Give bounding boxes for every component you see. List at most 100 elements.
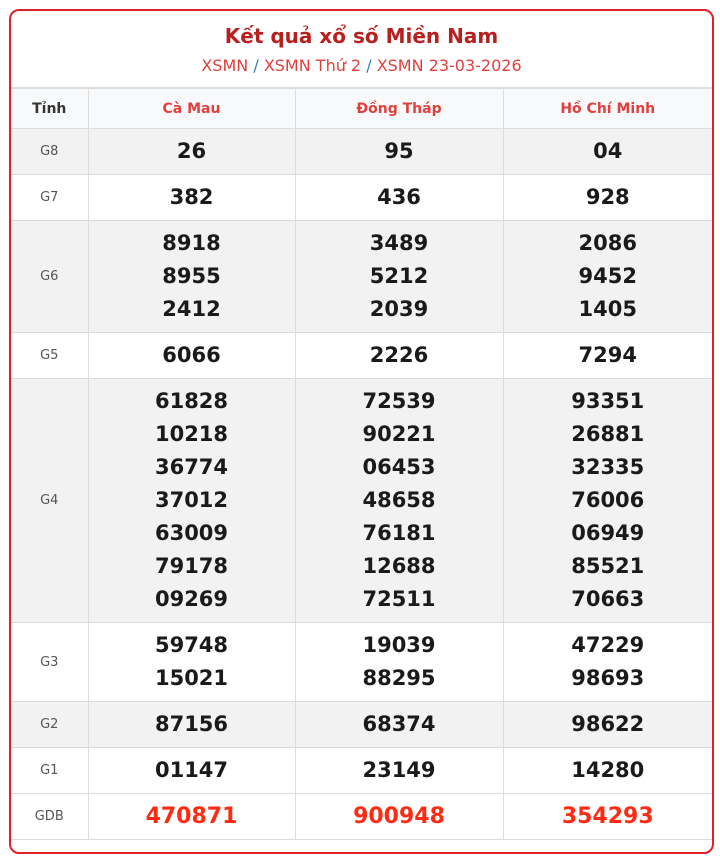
result-cell: 23149	[294, 747, 504, 794]
prize-number: 48658	[362, 488, 436, 512]
result-cell: 26	[87, 128, 296, 175]
result-cell: 95	[294, 128, 504, 175]
breadcrumb-link-xsmn[interactable]: XSMN	[201, 56, 249, 75]
prize-number: 26881	[571, 422, 645, 446]
prize-number: 2086	[578, 231, 637, 255]
prize-number: 2226	[369, 343, 429, 367]
prize-label: G8	[11, 128, 89, 175]
prize-number: 7294	[578, 343, 637, 367]
column-header-dong-thap[interactable]: Đồng Tháp	[294, 88, 504, 129]
breadcrumb: XSMN / XSMN Thứ 2 / XSMN 23-03-2026	[11, 56, 712, 75]
result-cell: 87156	[87, 701, 296, 748]
prize-label: G2	[11, 701, 89, 748]
result-cell: 7294	[502, 332, 712, 379]
prize-number: 98622	[571, 712, 645, 736]
prize-label: G5	[11, 332, 89, 379]
column-header-province: Tỉnh	[11, 88, 89, 129]
prize-row-g4: G4 61828 10218 36774 37012 63009 79178 09269 725…	[11, 378, 712, 623]
prize-number: 928	[585, 185, 630, 209]
prize-number: 5212	[369, 264, 429, 288]
prize-row-g3: G3 59748 15021 19039 88295 47229 98693	[11, 622, 712, 702]
prize-number: 85521	[571, 554, 645, 578]
prize-row-g8: G8 26 95 04	[11, 128, 712, 175]
prize-row-g2: G2 87156 68374 98622	[11, 701, 712, 748]
prize-number: 8955	[162, 264, 221, 288]
prize-number: 79178	[154, 554, 229, 578]
result-cell: 72539 90221 06453 48658 76181 12688 72511	[294, 378, 504, 623]
prize-number: 2412	[162, 297, 221, 321]
prize-label: G7	[11, 174, 89, 221]
results-header: Kết quả xổ số Miền Nam XSMN / XSMN Thứ 2…	[11, 11, 712, 88]
result-cell: 68374	[294, 701, 504, 748]
prize-label: GDB	[11, 793, 89, 840]
prize-number: 37012	[154, 488, 229, 512]
result-cell: 928	[502, 174, 712, 221]
prize-number: 436	[377, 185, 421, 209]
prize-number: 76181	[362, 521, 436, 545]
result-cell: 6066	[87, 332, 296, 379]
result-cell: 8918 8955 2412	[87, 220, 296, 333]
breadcrumb-separator: /	[366, 56, 372, 75]
result-cell: 2226	[294, 332, 504, 379]
result-cell: 04	[502, 128, 712, 175]
prize-number: 90221	[362, 422, 436, 446]
table-header-row: Tỉnh Cà Mau Đồng Tháp Hồ Chí Minh	[11, 88, 712, 129]
result-cell: 3489 5212 2039	[294, 220, 504, 333]
prize-number: 72511	[362, 587, 436, 611]
prize-label: G3	[11, 622, 89, 702]
prize-number: 87156	[154, 712, 229, 736]
prize-number: 19039	[362, 633, 436, 657]
prize-number: 04	[593, 139, 623, 163]
prize-number: 23149	[362, 758, 436, 782]
column-header-ca-mau[interactable]: Cà Mau	[87, 88, 296, 129]
prize-number: 3489	[369, 231, 429, 255]
page-title: Kết quả xổ số Miền Nam	[224, 24, 499, 48]
prize-number: 88295	[362, 666, 436, 690]
result-cell: 98622	[502, 701, 712, 748]
prize-number: 68374	[362, 712, 436, 736]
result-cell: 59748 15021	[87, 622, 296, 702]
result-cell: 382	[87, 174, 296, 221]
prize-row-g1: G1 01147 23149 14280	[11, 747, 712, 794]
prize-number: 12688	[362, 554, 436, 578]
result-cell: 61828 10218 36774 37012 63009 79178 09269	[87, 378, 296, 623]
result-cell: 470871	[87, 793, 296, 840]
result-cell: 01147	[87, 747, 296, 794]
prize-number: 70663	[571, 587, 645, 611]
prize-row-g5: G5 6066 2226 7294	[11, 332, 712, 379]
prize-label: G6	[11, 220, 89, 333]
breadcrumb-link-date[interactable]: XSMN 23-03-2026	[376, 56, 522, 75]
column-header-ho-chi-minh[interactable]: Hồ Chí Minh	[502, 88, 712, 129]
prize-number: 1405	[578, 297, 637, 321]
prize-row-gdb: GDB 470871 900948 354293	[11, 793, 712, 840]
prize-number: 63009	[154, 521, 229, 545]
results-table: Tỉnh Cà Mau Đồng Tháp Hồ Chí Minh G8 26 95…	[11, 88, 712, 840]
prize-label: G1	[11, 747, 89, 794]
result-cell: 19039 88295	[294, 622, 504, 702]
result-cell: 14280	[502, 747, 712, 794]
prize-number: 10218	[154, 422, 229, 446]
result-cell: 900948	[294, 793, 504, 840]
prize-number: 93351	[571, 389, 645, 413]
results-card: Kết quả xổ số Miền Nam XSMN / XSMN Thứ 2…	[9, 9, 714, 854]
prize-number: 15021	[154, 666, 229, 690]
prize-number: 09269	[154, 587, 229, 611]
prize-number: 26	[176, 139, 207, 163]
result-cell: 47229 98693	[502, 622, 712, 702]
prize-number: 95	[384, 139, 414, 163]
prize-number: 06949	[571, 521, 645, 545]
breadcrumb-separator: /	[253, 56, 259, 75]
prize-number: 47229	[571, 633, 645, 657]
prize-number: 01147	[154, 758, 229, 782]
special-prize-number: 354293	[561, 804, 654, 829]
result-cell: 2086 9452 1405	[502, 220, 712, 333]
prize-number: 76006	[571, 488, 645, 512]
prize-number: 06453	[362, 455, 436, 479]
prize-number: 9452	[578, 264, 637, 288]
prize-number: 8918	[162, 231, 221, 255]
prize-number: 72539	[362, 389, 436, 413]
result-cell: 436	[294, 174, 504, 221]
result-cell: 354293	[502, 793, 712, 840]
prize-label: G4	[11, 378, 89, 623]
breadcrumb-link-weekday[interactable]: XSMN Thứ 2	[263, 56, 362, 75]
